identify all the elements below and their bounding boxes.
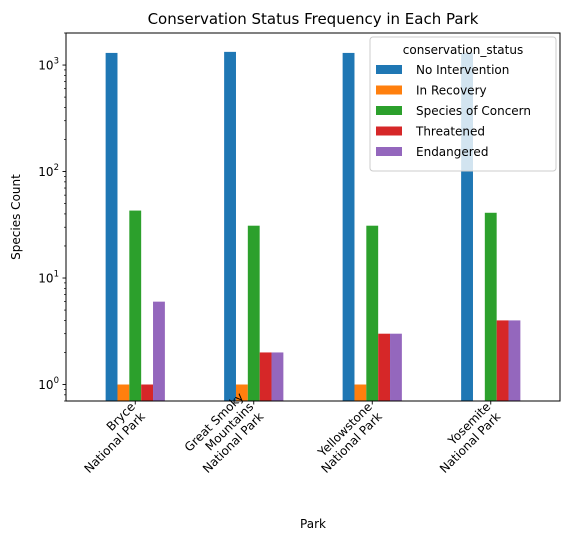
legend-swatch xyxy=(376,65,402,74)
y-tick-label: 100 xyxy=(38,376,59,392)
bar xyxy=(461,52,473,402)
y-tick-label: 101 xyxy=(38,270,59,286)
bar xyxy=(342,52,355,402)
bar xyxy=(271,352,284,401)
legend: conservation_status No Intervention In Rec… xyxy=(369,36,557,172)
bar xyxy=(117,384,130,401)
bar xyxy=(259,352,272,401)
bar xyxy=(496,320,509,401)
y-axis-label: Species Count xyxy=(9,174,23,260)
legend-label: Threatened xyxy=(415,125,485,139)
legend-label: No Intervention xyxy=(416,63,509,77)
y-tick-label: 102 xyxy=(38,163,59,179)
x-axis-label: Park xyxy=(300,517,326,531)
legend-label: Endangered xyxy=(416,145,488,159)
bar xyxy=(390,333,402,401)
bar xyxy=(235,384,248,401)
bar xyxy=(378,333,391,401)
bar xyxy=(224,51,236,402)
bar xyxy=(129,210,142,401)
chart-title: Conservation Status Frequency in Each Pa… xyxy=(148,10,479,28)
bar xyxy=(508,320,521,401)
legend-label: In Recovery xyxy=(416,84,487,98)
legend-swatch xyxy=(376,126,402,136)
bar xyxy=(366,225,379,401)
y-tick-label: 103 xyxy=(38,57,59,73)
legend-swatch xyxy=(376,106,402,115)
bar xyxy=(247,225,260,401)
bar xyxy=(105,52,118,402)
y-axis: 100 101 102 103 xyxy=(38,32,66,402)
legend-swatch xyxy=(376,147,402,156)
bar xyxy=(354,384,367,401)
plot-frame xyxy=(65,32,561,402)
bar xyxy=(484,212,497,401)
bar xyxy=(153,301,165,401)
legend-label: Species of Concern xyxy=(416,104,531,118)
bars-layer xyxy=(105,51,521,402)
legend-box xyxy=(369,36,557,172)
bar xyxy=(141,384,154,401)
legend-swatch xyxy=(376,85,402,95)
legend-title: conservation_status xyxy=(403,43,523,57)
